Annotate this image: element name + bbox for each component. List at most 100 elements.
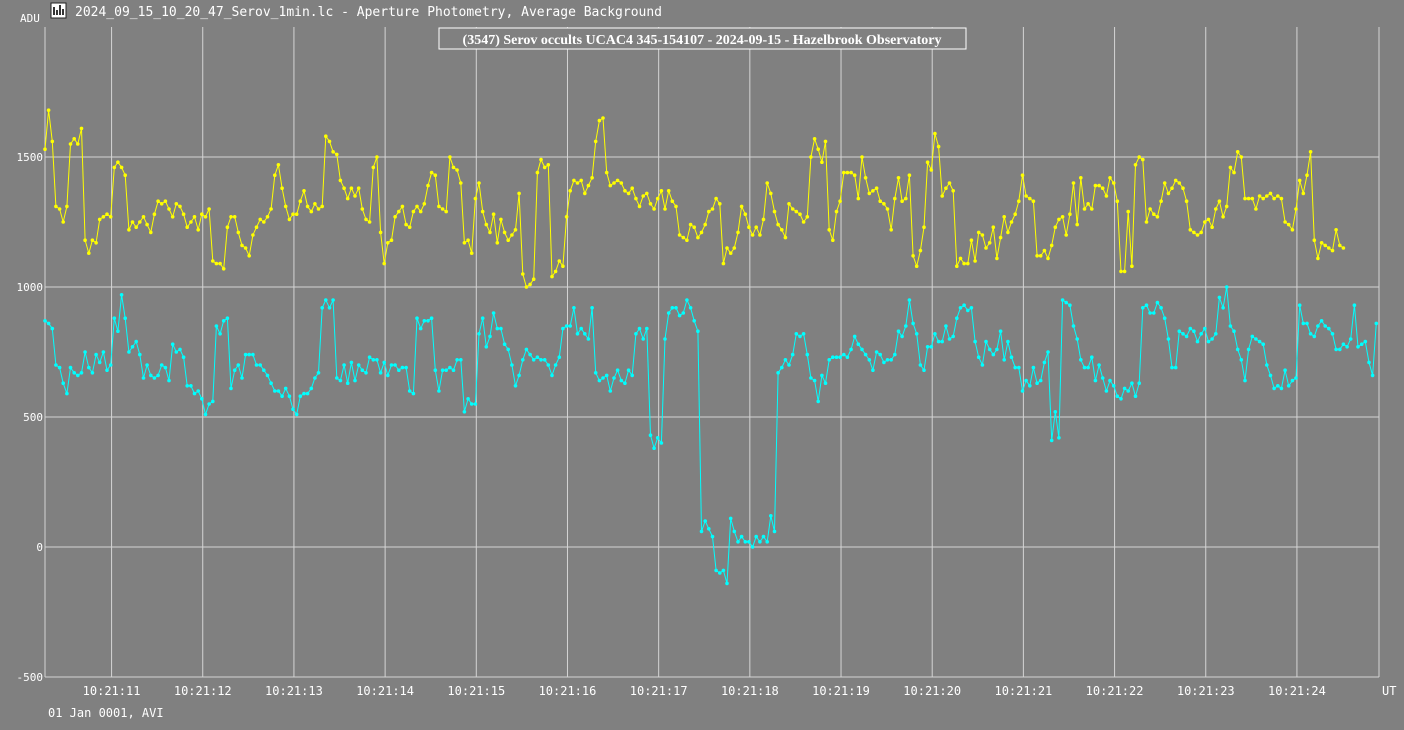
data-point: [1159, 306, 1163, 310]
x-axis-label: UT: [1382, 684, 1396, 698]
data-point: [123, 173, 127, 177]
data-point: [429, 316, 434, 321]
data-point: [557, 355, 562, 360]
data-point: [1152, 311, 1156, 315]
data-point: [375, 155, 379, 159]
data-point: [893, 352, 897, 357]
data-point: [601, 116, 605, 120]
data-point: [615, 178, 620, 183]
data-point: [1046, 256, 1050, 261]
data-point: [294, 412, 299, 417]
data-point: [149, 230, 153, 235]
data-point: [933, 131, 937, 136]
data-point: [561, 326, 565, 331]
data-point: [145, 363, 149, 367]
data-point: [681, 235, 686, 240]
data-point: [141, 215, 146, 219]
data-point: [335, 376, 339, 380]
data-point: [1093, 183, 1098, 188]
data-point: [951, 334, 955, 339]
data-point: [1359, 342, 1364, 347]
data-point: [258, 363, 263, 367]
data-point: [834, 355, 839, 360]
data-point: [127, 350, 131, 354]
data-point: [528, 282, 532, 287]
x-tick-label: 10:21:24: [1268, 684, 1326, 698]
data-point: [46, 321, 51, 326]
data-point: [809, 376, 813, 380]
data-point: [1305, 173, 1309, 177]
data-point: [1130, 264, 1134, 269]
data-point: [331, 150, 335, 154]
data-point: [626, 368, 631, 373]
data-point: [273, 173, 277, 177]
data-point: [1203, 220, 1207, 224]
data-point: [484, 345, 489, 349]
data-point: [944, 186, 948, 190]
data-point: [933, 332, 937, 336]
data-point: [1079, 358, 1083, 362]
data-point: [721, 568, 726, 573]
data-point: [539, 358, 543, 362]
data-point: [112, 316, 117, 321]
data-point: [1250, 334, 1255, 339]
data-point: [324, 298, 328, 302]
data-point: [429, 170, 434, 175]
data-point: [1356, 345, 1360, 349]
data-point: [480, 209, 485, 214]
data-point: [980, 363, 985, 367]
data-point: [812, 137, 817, 141]
data-point: [426, 183, 430, 188]
data-point: [130, 220, 135, 224]
data-point: [878, 199, 882, 203]
data-point: [214, 324, 219, 328]
data-point: [422, 319, 427, 323]
data-point: [488, 230, 492, 235]
data-point: [553, 363, 558, 367]
data-point: [1305, 321, 1309, 326]
data-point: [772, 529, 777, 534]
data-point: [1093, 378, 1098, 383]
data-point: [1152, 212, 1156, 216]
data-point: [550, 373, 554, 378]
data-point: [400, 204, 405, 209]
data-point: [167, 378, 171, 383]
data-point: [68, 365, 73, 370]
data-point: [291, 407, 295, 412]
data-point: [1352, 303, 1357, 308]
data-point: [794, 209, 799, 214]
data-point: [101, 350, 106, 354]
data-point: [568, 189, 572, 193]
data-point: [265, 373, 270, 378]
data-point: [1064, 233, 1068, 237]
data-point: [874, 186, 879, 190]
data-point: [991, 352, 996, 357]
data-point: [152, 376, 157, 380]
data-point: [871, 189, 875, 193]
data-point: [469, 402, 474, 406]
data-point: [732, 246, 737, 250]
data-point: [1203, 326, 1207, 331]
data-point: [962, 261, 966, 266]
data-point: [984, 339, 988, 344]
data-point: [1119, 397, 1123, 401]
data-point: [1079, 176, 1083, 180]
data-point: [167, 207, 171, 211]
data-point: [856, 196, 861, 201]
data-point: [130, 345, 135, 349]
data-point: [349, 186, 354, 190]
data-point: [575, 332, 580, 336]
data-point: [769, 514, 773, 518]
data-point: [1173, 178, 1178, 183]
data-point: [736, 540, 740, 544]
data-point: [335, 152, 339, 157]
data-point: [302, 391, 306, 396]
data-point: [170, 215, 175, 219]
data-point: [652, 207, 656, 211]
data-point: [506, 347, 511, 352]
data-point: [732, 529, 737, 534]
data-point: [426, 319, 430, 323]
data-point: [309, 209, 314, 214]
data-point: [809, 155, 813, 159]
